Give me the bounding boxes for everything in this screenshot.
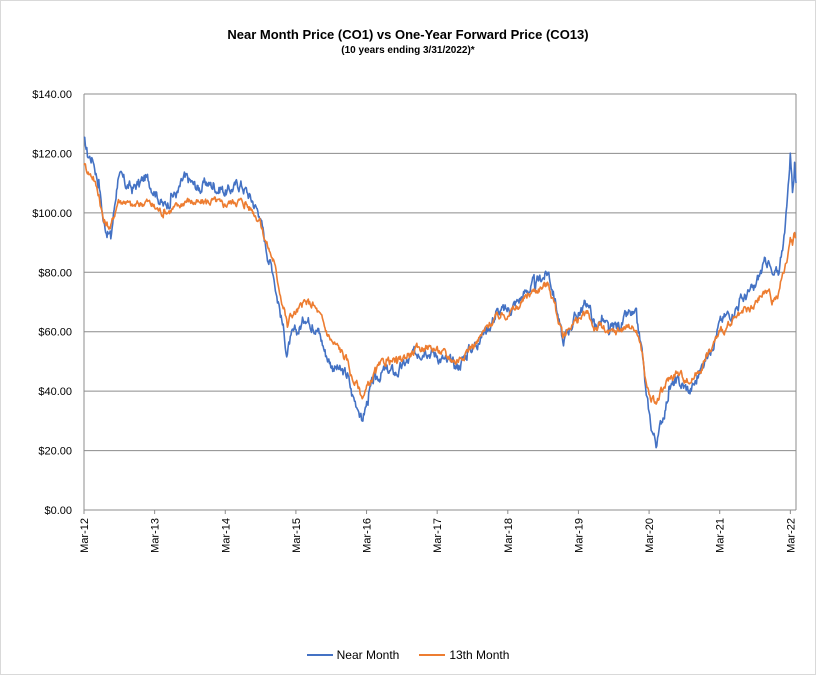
y-tick-label: $20.00 <box>38 446 72 458</box>
legend-swatch-13th-month <box>419 654 446 656</box>
x-tick-label: Mar-21 <box>715 518 727 553</box>
x-tick-label: Mar-19 <box>573 518 585 553</box>
x-tick-label: Mar-16 <box>362 518 374 553</box>
legend-label-13th-month: 13th Month <box>449 648 510 662</box>
y-tick-label: $0.00 <box>44 505 72 517</box>
y-tick-label: $140.00 <box>32 89 72 101</box>
legend-swatch-near-month <box>306 654 333 656</box>
x-tick-label: Mar-14 <box>220 518 232 553</box>
y-axis-ticks: $0.00 $20.00 $40.00 $60.00 $80.00 $100.00 $120… <box>32 89 72 517</box>
x-tick-label: Mar-13 <box>150 518 162 553</box>
x-tick-label: Mar-18 <box>503 518 515 553</box>
x-tick-label: Mar-17 <box>432 518 444 553</box>
x-tick-label: Mar-15 <box>291 518 303 553</box>
y-tick-label: $120.00 <box>32 148 72 160</box>
y-tick-label: $80.00 <box>38 267 72 279</box>
x-tick-label: Mar-20 <box>644 518 656 553</box>
y-tick-label: $100.00 <box>32 208 72 220</box>
y-tick-label: $60.00 <box>38 327 72 339</box>
legend-item-13th-month: 13th Month <box>419 648 509 662</box>
series-line-13th-month <box>83 162 797 405</box>
legend-item-near-month: Near Month <box>306 648 400 662</box>
legend: Near Month 13th Month <box>0 648 816 662</box>
series-line-near-month <box>83 136 797 449</box>
x-tick-label: Mar-22 <box>785 518 797 553</box>
series-lines <box>83 136 797 449</box>
x-axis-ticks: Mar-12 Mar-13 Mar-14 Mar-15 Mar-16 Mar-17 Mar-… <box>79 510 797 553</box>
gridlines <box>83 93 797 511</box>
chart-title: Near Month Price (CO1) vs One-Year Forwa… <box>227 27 589 42</box>
x-tick-label: Mar-12 <box>79 518 91 553</box>
chart-subtitle: (10 years ending 3/31/2022)* <box>341 45 475 56</box>
legend-label-near-month: Near Month <box>336 648 400 662</box>
y-tick-label: $40.00 <box>38 386 72 398</box>
